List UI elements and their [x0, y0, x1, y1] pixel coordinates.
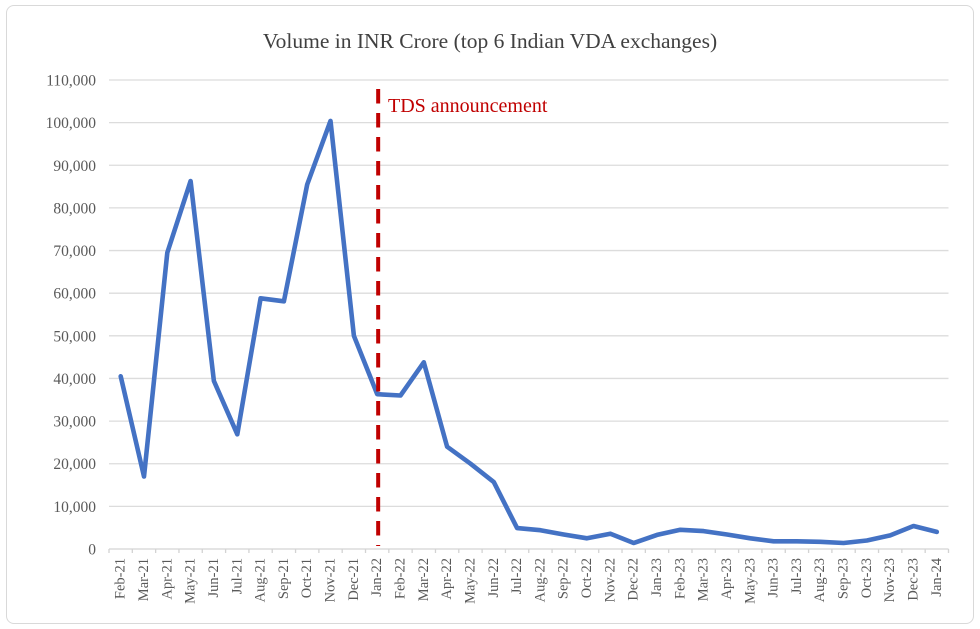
y-tick-label: 70,000: [53, 243, 96, 260]
x-tick-label: Oct-21: [299, 558, 315, 598]
x-tick-label: Mar-21: [136, 558, 152, 601]
x-tick-label: Jan-24: [929, 557, 945, 596]
x-tick-label: Oct-23: [859, 558, 875, 598]
x-tick-label: Sep-23: [836, 558, 852, 599]
x-tick-label: May-22: [462, 558, 478, 604]
x-tick-label: Nov-21: [323, 558, 339, 602]
y-tick-label: 100,000: [46, 115, 97, 132]
y-tick-label: 40,000: [53, 371, 96, 388]
x-tick-label: Mar-23: [696, 558, 712, 601]
x-axis-labels: Feb-21 Mar-21 Apr-21 May-21 Jun-21 Jul-21 Aug-…: [113, 557, 945, 604]
volume-series-line: [118, 118, 940, 546]
x-tick-label: Dec-21: [346, 558, 362, 601]
x-tick-label: Aug-21: [253, 558, 269, 602]
y-axis-labels: 0 10,000 20,000 30,000 40,000 50,000 60,000 70,…: [46, 73, 97, 559]
x-tick-label: Dec-23: [906, 558, 922, 601]
x-tick-label: Jun-21: [206, 558, 222, 597]
x-tick-label: Dec-22: [626, 558, 642, 601]
x-tick-label: Mar-22: [416, 558, 432, 601]
x-tick-label: Feb-21: [113, 558, 129, 599]
chart-title: Volume in INR Crore (top 6 Indian VDA ex…: [263, 29, 717, 53]
x-tick-label: Nov-22: [602, 558, 618, 602]
x-axis: [108, 548, 950, 553]
x-tick-label: May-23: [742, 558, 758, 604]
x-tick-label: Jun-22: [486, 558, 502, 597]
y-tick-label: 90,000: [53, 158, 96, 175]
x-tick-label: Nov-23: [882, 558, 898, 602]
x-tick-label: May-21: [183, 558, 199, 604]
x-tick-label: Aug-22: [532, 558, 548, 602]
x-tick-label: Jan-22: [369, 558, 385, 597]
x-tick-label: Oct-22: [579, 558, 595, 598]
tds-announcement-label: TDS announcement: [388, 95, 548, 117]
x-tick-label: Jul-21: [229, 558, 245, 594]
x-tick-label: Jan-23: [649, 558, 665, 597]
y-tick-label: 30,000: [53, 414, 96, 431]
x-tick-label: Sep-21: [276, 558, 292, 599]
x-tick-label: Apr-22: [439, 558, 455, 600]
y-tick-label: 0: [88, 542, 96, 559]
gridlines: [109, 79, 949, 508]
y-tick-label: 110,000: [46, 73, 96, 90]
x-tick-label: Apr-21: [159, 558, 175, 600]
y-tick-label: 10,000: [53, 499, 96, 516]
y-tick-label: 20,000: [53, 456, 96, 473]
y-tick-label: 80,000: [53, 200, 96, 217]
x-tick-label: Feb-23: [672, 558, 688, 599]
x-tick-label: Sep-22: [556, 558, 572, 599]
x-tick-label: Jul-23: [789, 558, 805, 594]
y-tick-label: 60,000: [53, 286, 96, 303]
x-tick-label: Apr-23: [719, 558, 735, 600]
x-tick-label: Aug-23: [812, 558, 828, 602]
y-tick-label: 50,000: [53, 328, 96, 345]
x-tick-label: Jun-23: [766, 558, 782, 597]
x-tick-label: Feb-22: [392, 558, 408, 599]
x-tick-label: Jul-22: [509, 558, 525, 594]
